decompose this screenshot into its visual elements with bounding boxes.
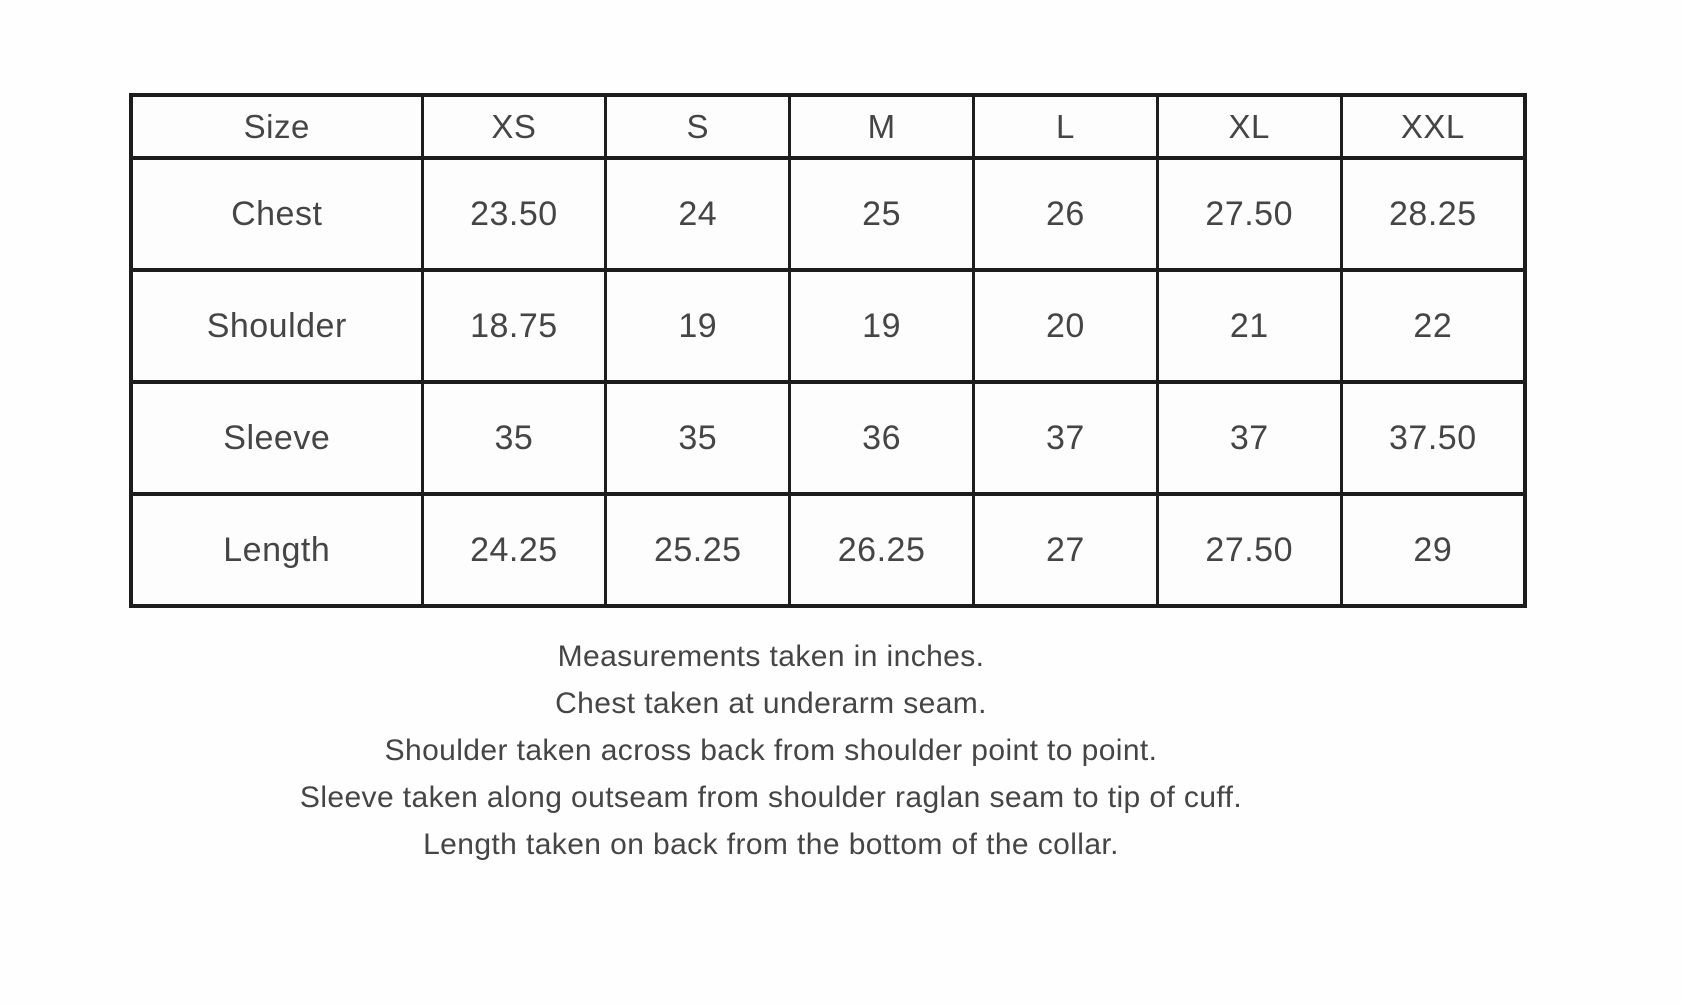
measurement-cell: 18.75 [420, 268, 608, 384]
measurement-cell: 24 [604, 156, 792, 272]
header-row: Size XS S M L XL XXL [129, 93, 1527, 160]
header-cell-size: Size [129, 93, 424, 160]
table-row-chest: Chest 23.50 24 25 26 27.50 28.25 [129, 156, 1527, 272]
measurement-cell: 37 [971, 380, 1159, 496]
measurement-cell: 27.50 [1155, 156, 1343, 272]
table-row-sleeve: Sleeve 35 35 36 37 37 37.50 [129, 380, 1527, 496]
header-cell-s: S [604, 93, 792, 160]
measurement-cell: 27 [971, 492, 1159, 608]
measurement-cell: 23.50 [420, 156, 608, 272]
size-chart-table: Size XS S M L XL XXL Chest 23.50 24 25 2… [129, 93, 1527, 608]
row-label-sleeve: Sleeve [129, 380, 424, 496]
header-cell-l: L [971, 93, 1159, 160]
measurement-cell: 24.25 [420, 492, 608, 608]
row-label-shoulder: Shoulder [129, 268, 424, 384]
measurement-cell: 37.50 [1339, 380, 1527, 496]
header-cell-xs: XS [420, 93, 608, 160]
measurement-cell: 26 [971, 156, 1159, 272]
table-row-shoulder: Shoulder 18.75 19 19 20 21 22 [129, 268, 1527, 384]
note-length: Length taken on back from the bottom of … [423, 828, 1119, 861]
row-label-length: Length [129, 492, 424, 608]
header-cell-xxl: XXL [1339, 93, 1527, 160]
measurement-cell: 26.25 [788, 492, 975, 608]
measurement-cell: 19 [788, 268, 975, 384]
note-sleeve: Sleeve taken along outseam from shoulder… [299, 781, 1243, 814]
note-units: Measurements taken in inches. [557, 640, 985, 673]
header-cell-m: M [788, 93, 975, 160]
measurement-cell: 25 [788, 156, 975, 272]
row-label-chest: Chest [129, 156, 424, 272]
measurement-cell: 20 [971, 268, 1159, 384]
measurement-cell: 19 [604, 268, 792, 384]
measurement-cell: 28.25 [1339, 156, 1527, 272]
measurement-cell: 35 [420, 380, 608, 496]
measurement-cell: 27.50 [1155, 492, 1343, 608]
note-chest: Chest taken at underarm seam. [555, 687, 987, 720]
measurement-cell: 21 [1155, 268, 1343, 384]
measurement-cell: 22 [1339, 268, 1527, 384]
header-cell-xl: XL [1155, 93, 1343, 160]
measurement-cell: 37 [1155, 380, 1343, 496]
measurement-cell: 35 [604, 380, 792, 496]
measurement-notes: Measurements taken in inches. Chest take… [71, 633, 1471, 868]
measurement-cell: 25.25 [604, 492, 792, 608]
table-row-length: Length 24.25 25.25 26.25 27 27.50 29 [129, 492, 1527, 608]
measurement-cell: 36 [788, 380, 975, 496]
note-shoulder: Shoulder taken across back from shoulder… [384, 734, 1158, 767]
measurement-cell: 29 [1339, 492, 1527, 608]
